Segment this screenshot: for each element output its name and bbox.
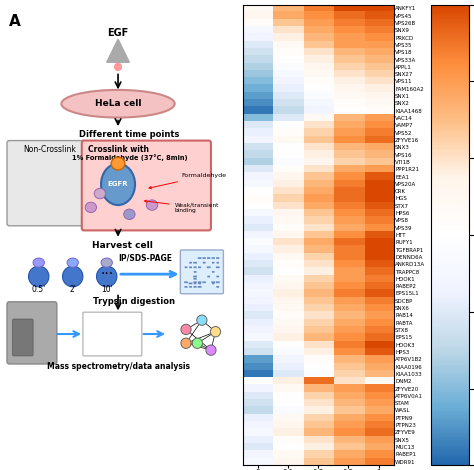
FancyBboxPatch shape — [216, 282, 219, 283]
Ellipse shape — [192, 338, 202, 348]
Text: EGFR: EGFR — [108, 181, 128, 188]
FancyBboxPatch shape — [13, 319, 33, 356]
Text: Trypsin digestion: Trypsin digestion — [93, 298, 175, 306]
Ellipse shape — [111, 157, 125, 170]
FancyBboxPatch shape — [193, 262, 197, 264]
Text: 2': 2' — [69, 285, 76, 294]
FancyBboxPatch shape — [198, 282, 201, 284]
FancyBboxPatch shape — [216, 286, 219, 288]
FancyBboxPatch shape — [189, 257, 192, 259]
Ellipse shape — [115, 63, 121, 70]
Ellipse shape — [206, 345, 216, 355]
FancyBboxPatch shape — [180, 250, 223, 294]
Text: Harvest cell: Harvest cell — [92, 241, 153, 250]
Ellipse shape — [67, 258, 78, 267]
FancyBboxPatch shape — [211, 275, 215, 277]
FancyBboxPatch shape — [184, 262, 188, 264]
Ellipse shape — [28, 266, 49, 287]
Ellipse shape — [197, 315, 207, 325]
FancyBboxPatch shape — [83, 312, 142, 356]
FancyBboxPatch shape — [189, 282, 192, 283]
FancyBboxPatch shape — [194, 266, 196, 268]
Ellipse shape — [85, 202, 97, 212]
FancyBboxPatch shape — [207, 262, 210, 264]
Text: ...: ... — [100, 263, 113, 276]
Text: 1% Formaldehyde (37°C, 8min): 1% Formaldehyde (37°C, 8min) — [72, 154, 187, 161]
FancyBboxPatch shape — [198, 278, 201, 280]
Text: A: A — [9, 14, 21, 29]
FancyBboxPatch shape — [207, 282, 210, 284]
FancyBboxPatch shape — [185, 278, 187, 280]
FancyBboxPatch shape — [202, 278, 206, 280]
FancyBboxPatch shape — [208, 271, 210, 273]
Ellipse shape — [33, 258, 45, 267]
FancyBboxPatch shape — [216, 282, 219, 284]
Text: EGF: EGF — [108, 28, 128, 38]
Ellipse shape — [124, 209, 135, 219]
FancyBboxPatch shape — [211, 271, 215, 273]
FancyBboxPatch shape — [189, 275, 192, 277]
FancyBboxPatch shape — [189, 278, 192, 280]
Ellipse shape — [101, 258, 112, 267]
Ellipse shape — [101, 164, 135, 205]
Text: 10': 10' — [101, 285, 113, 294]
FancyBboxPatch shape — [207, 278, 210, 280]
FancyBboxPatch shape — [202, 282, 206, 283]
FancyBboxPatch shape — [211, 282, 215, 283]
Text: Different time points: Different time points — [79, 130, 180, 139]
Text: Crosslink with: Crosslink with — [88, 145, 148, 154]
Text: Formaldehyde: Formaldehyde — [149, 173, 227, 189]
FancyBboxPatch shape — [202, 266, 206, 268]
FancyBboxPatch shape — [194, 271, 196, 273]
Ellipse shape — [210, 327, 220, 337]
FancyBboxPatch shape — [216, 262, 219, 264]
FancyBboxPatch shape — [211, 286, 215, 288]
FancyBboxPatch shape — [7, 141, 98, 226]
Text: Weak/transient
binding: Weak/transient binding — [145, 200, 219, 213]
Text: IP/SDS-PAGE: IP/SDS-PAGE — [118, 253, 172, 263]
FancyBboxPatch shape — [212, 282, 215, 284]
FancyBboxPatch shape — [193, 282, 197, 284]
FancyBboxPatch shape — [193, 282, 197, 283]
Ellipse shape — [62, 90, 175, 118]
FancyBboxPatch shape — [193, 275, 197, 277]
Polygon shape — [107, 39, 129, 62]
FancyBboxPatch shape — [82, 141, 211, 230]
FancyBboxPatch shape — [7, 302, 57, 364]
FancyBboxPatch shape — [193, 257, 197, 259]
Ellipse shape — [63, 266, 83, 287]
Text: Non-Crosslink: Non-Crosslink — [23, 145, 76, 154]
FancyBboxPatch shape — [211, 257, 215, 259]
FancyBboxPatch shape — [198, 271, 201, 273]
Text: Mass spectrometry/data analysis: Mass spectrometry/data analysis — [46, 362, 190, 371]
FancyBboxPatch shape — [203, 262, 205, 264]
Ellipse shape — [146, 200, 158, 210]
FancyBboxPatch shape — [184, 286, 188, 288]
Ellipse shape — [181, 338, 191, 348]
Text: 0.5': 0.5' — [32, 285, 46, 294]
Text: HeLa cell: HeLa cell — [95, 99, 141, 108]
FancyBboxPatch shape — [211, 278, 215, 280]
Ellipse shape — [97, 266, 117, 287]
Text: B: B — [247, 14, 259, 29]
FancyBboxPatch shape — [198, 257, 201, 259]
FancyBboxPatch shape — [198, 266, 201, 268]
Ellipse shape — [181, 324, 191, 335]
FancyBboxPatch shape — [185, 282, 187, 283]
Ellipse shape — [94, 188, 106, 199]
FancyBboxPatch shape — [207, 275, 210, 277]
FancyBboxPatch shape — [217, 266, 219, 268]
